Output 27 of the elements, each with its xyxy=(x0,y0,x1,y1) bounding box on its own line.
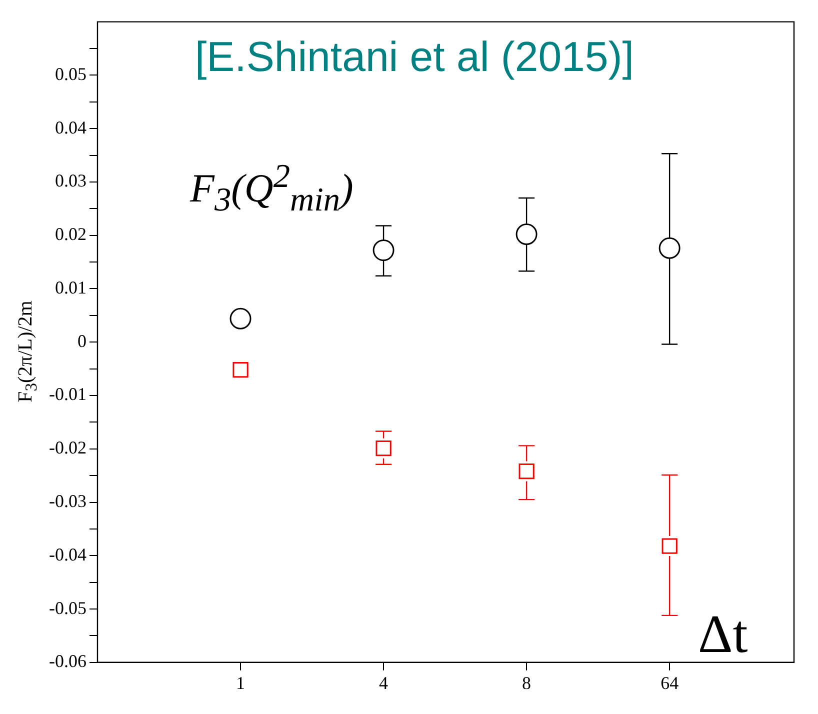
y-tick-label: -0.04 xyxy=(48,544,86,564)
annotation: [E.Shintani et al (2015)] xyxy=(195,33,634,81)
point xyxy=(518,463,534,480)
point xyxy=(232,362,248,378)
point xyxy=(658,237,680,259)
point xyxy=(230,308,252,330)
y-tick-label: 0.05 xyxy=(54,64,86,84)
y-tick-label: -0.05 xyxy=(48,598,86,618)
y-tick-label: 0.03 xyxy=(54,170,86,191)
point xyxy=(376,440,392,456)
y-tick-label: 0 xyxy=(77,330,86,351)
y-tick-label: -0.06 xyxy=(48,651,86,672)
y-tick-label: -0.01 xyxy=(48,384,86,404)
y-tick-label: -0.03 xyxy=(48,490,86,511)
y-tick-label: 0.04 xyxy=(54,117,86,138)
y-tick-label: 0.02 xyxy=(54,224,86,244)
point xyxy=(372,240,394,262)
x-tick-label: 1 xyxy=(236,672,246,693)
x-tick-label: 64 xyxy=(660,672,679,693)
y-tick-label: 0.01 xyxy=(54,277,86,298)
point xyxy=(516,224,538,246)
x-tick-label: 8 xyxy=(522,672,532,693)
annotation: F$_{3}$(Q$^{2}$$_{min}$) xyxy=(190,158,354,220)
y-tick-label: -0.02 xyxy=(48,438,86,458)
annotation: Δt xyxy=(698,603,748,665)
point xyxy=(662,538,678,554)
x-tick-label: 4 xyxy=(379,672,388,693)
